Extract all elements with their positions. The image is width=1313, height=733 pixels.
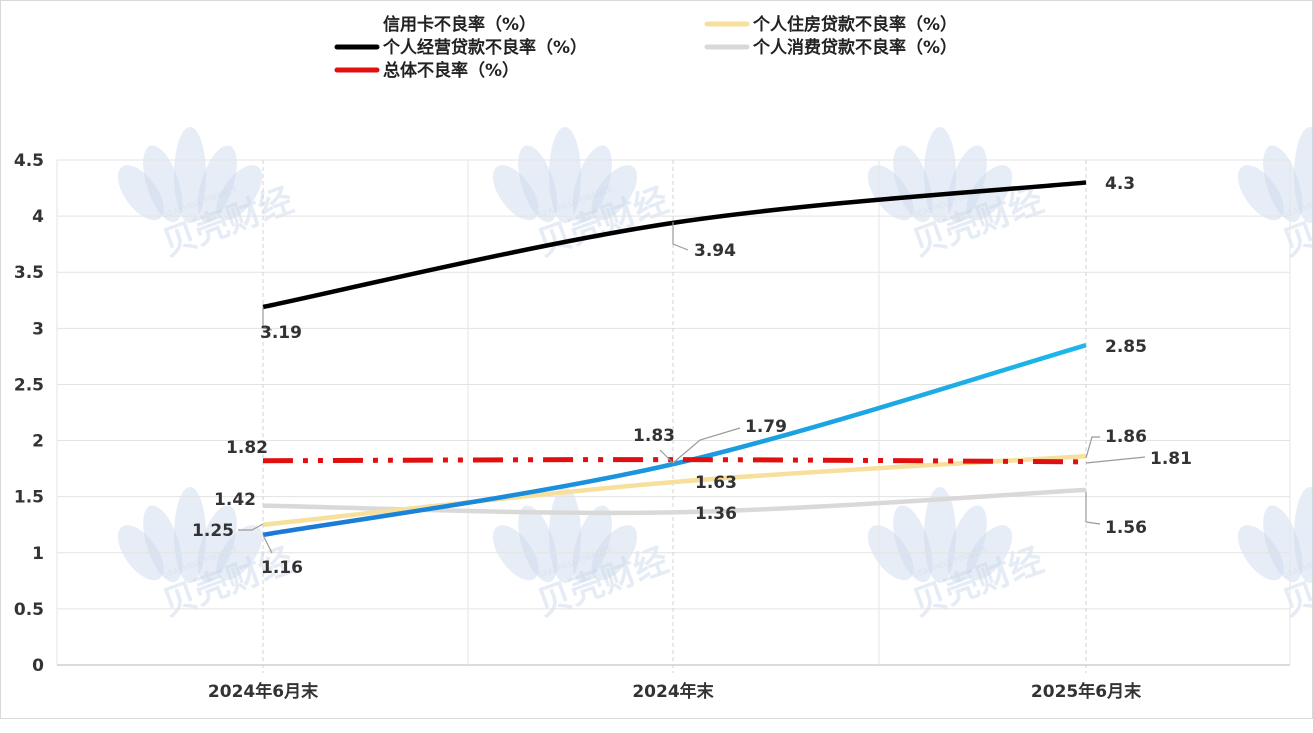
data-label: 1.82 [226, 438, 268, 458]
shell-petal [893, 505, 933, 583]
y-tick-label: 3.5 [14, 263, 44, 283]
leader-line [1085, 492, 1101, 525]
series-line-3 [262, 487, 1087, 516]
legend-item[interactable]: 个人经营贷款不良率（%） [334, 37, 587, 58]
y-tick-label: 0.5 [14, 600, 44, 620]
y-tick-label: 0 [32, 656, 44, 676]
shell-petal [117, 165, 164, 221]
leader-line [1085, 456, 1146, 464]
shell-petal [216, 165, 263, 221]
leader-line [659, 449, 674, 464]
data-label: 2.85 [1105, 337, 1147, 357]
legend-label: 个人住房贷款不良率（%） [752, 14, 957, 35]
legend-label: 信用卡不良率（%） [383, 14, 536, 35]
y-tick-label: 1 [32, 544, 44, 564]
shell-petal [518, 145, 558, 223]
x-tick-label: 2024年末 [632, 681, 714, 702]
shell-petal [174, 127, 206, 223]
data-label: 3.19 [260, 323, 302, 343]
shell-petal [1294, 487, 1313, 583]
legend-label: 总体不良率（%） [383, 60, 519, 81]
data-label: 1.42 [214, 490, 256, 510]
y-tick-label: 1.5 [14, 488, 44, 508]
data-label: 3.94 [694, 241, 736, 261]
data-label: 4.3 [1105, 174, 1135, 194]
data-label: 1.36 [695, 504, 737, 524]
legend-label: 个人消费贷款不良率（%） [752, 37, 957, 58]
shell-petal [197, 145, 237, 223]
shell-petal [492, 165, 539, 221]
shell-petal [924, 127, 956, 223]
shell-petal [947, 505, 987, 583]
shell-petal [549, 127, 581, 223]
shell-petal [1237, 165, 1284, 221]
shell-petal [572, 505, 612, 583]
data-label: 1.79 [745, 417, 787, 437]
shell-petal [518, 505, 558, 583]
grid [56, 159, 1291, 673]
y-tick-label: 2.5 [14, 375, 44, 395]
leader-line [238, 523, 264, 531]
x-axis: 2024年6月末 2024年末 2025年6月末 [208, 681, 1142, 702]
shell-petal [197, 505, 237, 583]
y-tick-label: 4.5 [14, 151, 44, 171]
legend-item[interactable]: 个人住房贷款不良率（%） [704, 14, 957, 35]
series-lines [262, 180, 1087, 538]
shell-petal [924, 487, 956, 583]
shell-petal [1294, 127, 1313, 223]
y-tick-label: 3 [32, 319, 44, 339]
y-tick-label: 2 [32, 432, 44, 452]
series-line-0 [262, 343, 1087, 538]
shell-petal [591, 165, 638, 221]
data-labels: 1.16 1.79 2.85 1.25 1.63 1.86 3.19 3.94 4.3 1.42 1… [192, 174, 1192, 578]
data-label: 1.16 [261, 558, 303, 578]
shell-petal [143, 505, 183, 583]
legend-item[interactable]: 总体不良率（%） [334, 60, 519, 81]
x-tick-label: 2024年6月末 [208, 681, 319, 702]
legend[interactable]: 信用卡不良率（%） 个人住房贷款不良率（%） 个人经营贷款不良率（%） 个人消费贷款不… [334, 14, 957, 81]
x-tick-label: 2025年6月末 [1031, 681, 1142, 702]
shell-petal [572, 145, 612, 223]
shell-petal [143, 145, 183, 223]
shell-petal [947, 145, 987, 223]
data-label: 1.56 [1105, 518, 1147, 538]
leader-line [1085, 436, 1100, 459]
data-label: 1.63 [695, 473, 737, 493]
shell-petal [1263, 505, 1303, 583]
y-axis: 0 0.5 1 1.5 2 2.5 3 3.5 4 4.5 [14, 151, 44, 676]
shell-petal [1263, 145, 1303, 223]
leader-line [672, 427, 741, 464]
leader-line [672, 222, 689, 251]
legend-item[interactable]: 个人消费贷款不良率（%） [704, 37, 957, 58]
y-tick-label: 4 [32, 207, 44, 227]
shell-petal [174, 487, 206, 583]
data-label: 1.81 [1150, 449, 1192, 469]
legend-label: 个人经营贷款不良率（%） [382, 37, 587, 58]
data-label: 1.86 [1105, 427, 1147, 447]
data-label: 1.83 [633, 426, 675, 446]
data-label: 1.25 [192, 521, 234, 541]
legend-item[interactable]: 信用卡不良率（%） [334, 14, 536, 35]
leader-line [262, 534, 273, 554]
series-line-4 [262, 457, 1087, 465]
leader-line [262, 307, 273, 331]
shell-petal [893, 145, 933, 223]
